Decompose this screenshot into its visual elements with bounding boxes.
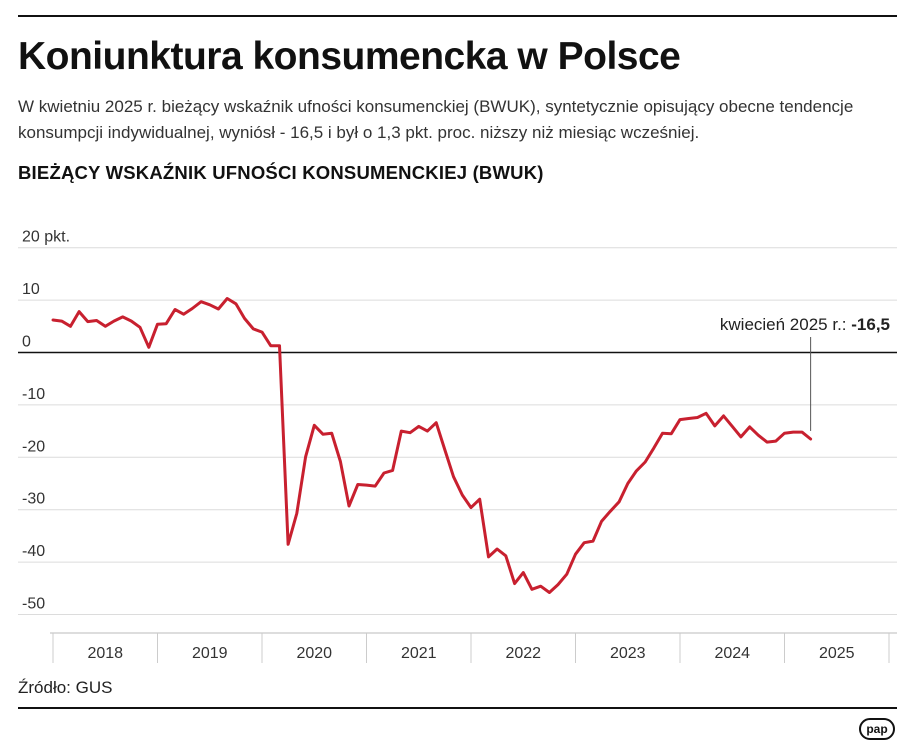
grid-layer [18,247,897,615]
x-tick-label: 2024 [714,645,750,662]
x-tick-label: 2018 [87,645,123,662]
y-tick-label: 0 [22,334,31,351]
top-rule [18,15,897,17]
annotation-label: kwiecień 2025 r.: -16,5 [720,315,890,334]
y-tick-label: 20 pkt. [22,229,70,246]
x-tick-label: 2025 [819,645,855,662]
annotation-value: -16,5 [851,315,890,334]
x-tick-label: 2019 [192,645,228,662]
annotation-date: kwiecień 2025 r.: [720,315,851,334]
y-tick-label: 10 [22,281,40,298]
x-axis: 2018 2019 2020 2021 2022 2023 2024 2025 [50,632,897,663]
y-tick-label: -40 [22,543,45,560]
pap-logo: pap [859,718,895,740]
x-tick-label: 2023 [610,645,646,662]
chart-heading: BIEŻĄCY WSKAŹNIK UFNOŚCI KONSUMENCKIEJ (… [18,162,544,183]
source-note: Źródło: GUS [18,678,113,697]
y-tick-labels: 20 pkt. 10 0 -10 -20 -30 -40 -50 [22,229,70,613]
x-tick-label: 2022 [505,645,541,662]
y-tick-label: -50 [22,596,45,613]
series-layer [51,297,813,594]
y-tick-label: -30 [22,491,45,508]
page-title: Koniunktura konsumencka w Polsce [18,35,681,78]
x-tick-label: 2020 [296,645,332,662]
annotation-layer: kwiecień 2025 r.: -16,5 [720,315,890,431]
y-tick-label: -10 [22,386,45,403]
bottom-rule [18,707,897,709]
series-line-bwuk [51,297,813,594]
page-subtitle: W kwietniu 2025 r. bieżący wskaźnik ufno… [18,97,854,142]
x-tick-label: 2021 [401,645,437,662]
y-tick-label: -20 [22,438,45,455]
